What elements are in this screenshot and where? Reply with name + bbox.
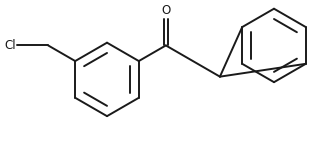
Text: O: O: [161, 4, 171, 17]
Text: Cl: Cl: [4, 39, 16, 52]
